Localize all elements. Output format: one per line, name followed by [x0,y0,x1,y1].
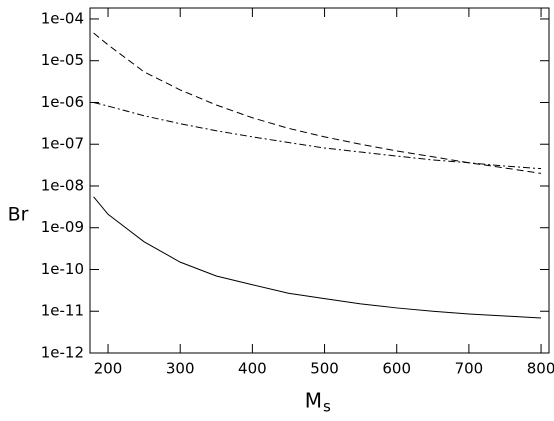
x-tick-label: 500 [310,360,339,378]
x-tick-label: 800 [527,360,554,378]
x-tick-label: 700 [455,360,484,378]
y-axis-label: Br [8,204,29,226]
x-tick-label: 300 [166,360,195,378]
y-tick-label: 1e-07 [41,135,84,153]
y-tick-label: 1e-04 [41,9,84,27]
y-tick-label: 1e-05 [41,51,84,69]
x-axis-label-subscript: s [323,398,331,416]
plot-frame [89,7,550,354]
x-tick-label: 400 [238,360,267,378]
x-tick-label: 600 [382,360,411,378]
y-tick-label: 1e-12 [41,344,84,362]
y-tick-label: 1e-10 [41,260,84,278]
series-line [93,196,542,319]
series-line [93,32,542,174]
x-axis-label: M [305,389,322,413]
y-tick-label: 1e-09 [41,218,84,236]
y-tick-label: 1e-08 [41,176,84,194]
y-tick-label: 1e-06 [41,93,84,111]
x-tick-label: 200 [94,360,123,378]
y-tick-label: 1e-11 [41,302,84,320]
